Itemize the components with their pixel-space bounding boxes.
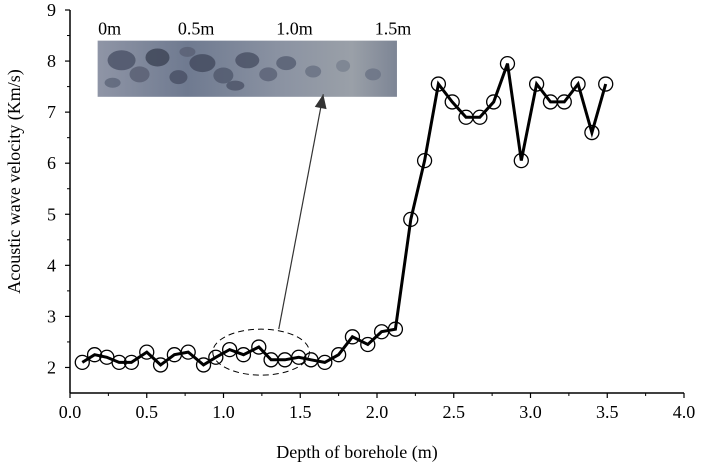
data-point: [251, 339, 267, 355]
data-point: [152, 357, 169, 373]
core-scale-label: 0.5m: [178, 19, 215, 39]
data-point: [139, 344, 155, 360]
data-point: [86, 347, 103, 363]
x-tick-label: 2.5: [443, 402, 466, 422]
core-scale-labels: 0m 0.5m 1.0m 1.5m: [98, 19, 411, 39]
core-scale-label: 0m: [98, 19, 121, 39]
x-tick-label: 0.5: [136, 402, 159, 422]
rock-texture: [305, 65, 322, 78]
core-scale-label: 1.0m: [276, 19, 313, 39]
y-tick-label: 4: [47, 255, 56, 275]
data-point: [513, 152, 529, 169]
data-point: [180, 344, 196, 360]
data-point: [317, 354, 333, 371]
data-point: [360, 336, 376, 353]
pointer-arrow: [278, 94, 327, 330]
rock-texture: [235, 52, 260, 69]
y-tick-label: 8: [47, 51, 56, 71]
data-point: [291, 349, 307, 365]
data-point: [472, 109, 488, 125]
x-tick-label: 0.0: [59, 402, 82, 422]
rock-texture: [179, 46, 196, 57]
data-point: [330, 347, 347, 363]
y-tick-label: 6: [47, 153, 56, 173]
x-tick-label: 2.0: [366, 402, 389, 422]
data-point: [486, 94, 502, 110]
data-point: [344, 329, 361, 345]
y-tick-label: 9: [47, 0, 56, 20]
data-point: [584, 124, 600, 141]
x-tick-label: 1.5: [289, 402, 312, 422]
data-point: [570, 76, 586, 92]
x-tick-label: 3.5: [596, 402, 619, 422]
data-point: [403, 211, 419, 228]
rock-texture: [145, 48, 170, 67]
data-point: [387, 321, 404, 337]
x-axis-title: Depth of borehole (m): [276, 442, 437, 463]
x-tick-label: 3.0: [519, 402, 542, 422]
rock-texture: [129, 66, 150, 83]
data-point: [444, 94, 460, 110]
data-point: [556, 94, 572, 110]
y-axis-ticks: 2 3 4 5 6 7 8 9: [47, 0, 70, 377]
data-point: [416, 152, 433, 169]
rock-texture: [169, 70, 188, 85]
y-tick-label: 5: [47, 204, 56, 224]
data-point: [208, 349, 224, 365]
highlight-region: [212, 328, 310, 376]
data-point: [123, 354, 140, 371]
data-point: [195, 357, 212, 373]
data-point: [598, 76, 614, 92]
x-tick-label: 4.0: [673, 402, 696, 422]
series-line: [81, 63, 608, 367]
rock-texture: [107, 50, 136, 71]
y-axis-title: Acoustic wave velocity (Km/s): [4, 69, 25, 293]
data-point: [74, 354, 90, 371]
x-axis-ticks: 0.0 0.5 1.0 1.5 2.0 2.5 3.0 3.5 4.0: [59, 393, 696, 422]
y-tick-label: 2: [47, 357, 56, 377]
x-tick-label: 1.0: [212, 402, 235, 422]
rock-texture: [104, 77, 121, 88]
rock-texture: [276, 56, 297, 71]
data-point: [499, 55, 516, 72]
data-point: [111, 354, 127, 371]
rock-texture: [259, 67, 278, 82]
data-point: [430, 76, 447, 92]
y-tick-label: 3: [47, 306, 56, 326]
rock-texture: [365, 68, 382, 81]
data-point: [528, 76, 545, 92]
data-point: [221, 341, 238, 358]
core-scale-label: 1.5m: [375, 19, 412, 39]
rock-texture: [213, 67, 234, 84]
y-tick-label: 7: [47, 102, 56, 122]
rock-texture: [336, 59, 351, 72]
series-markers: [74, 55, 614, 373]
rock-texture: [189, 54, 216, 73]
rock-texture: [226, 80, 245, 91]
data-point: [235, 347, 252, 363]
core-photo: [97, 40, 397, 97]
